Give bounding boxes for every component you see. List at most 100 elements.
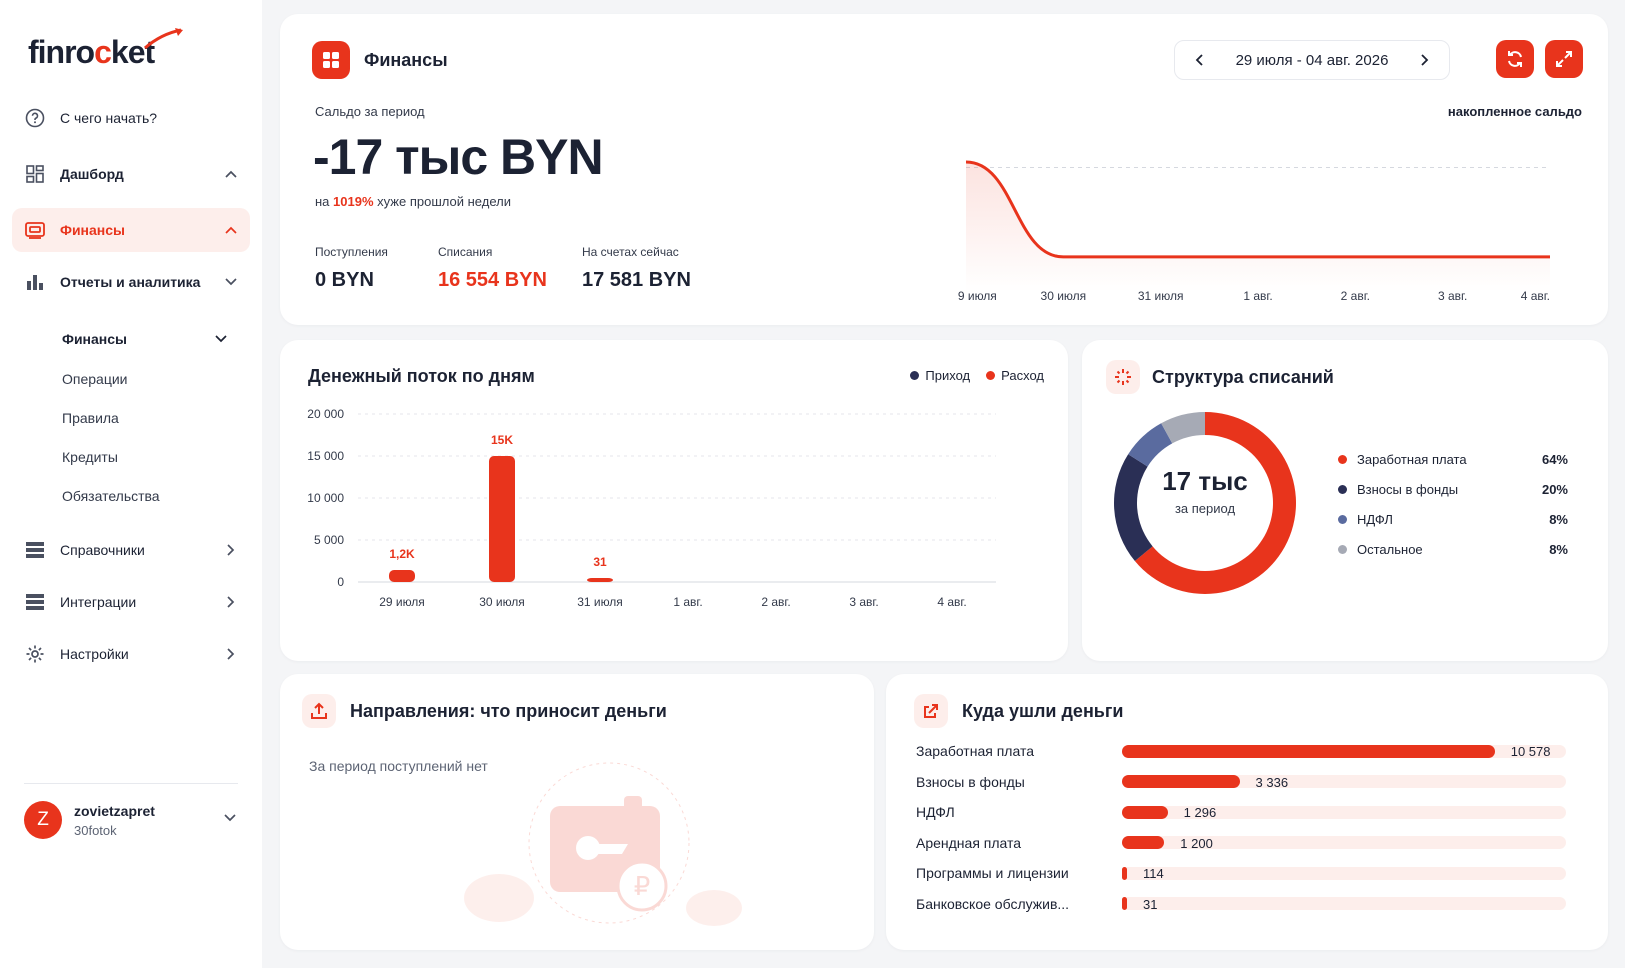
sidebar-item-dashboard[interactable]: Дашборд — [12, 152, 250, 196]
divider — [24, 783, 238, 784]
period-text: 29 июля - 04 авг. 2026 — [1235, 51, 1389, 69]
subnav-label: Обязательства — [62, 488, 160, 504]
legend-row: НДФЛ 8% — [1338, 504, 1568, 534]
legend-row: Взносы в фонды 20% — [1338, 474, 1568, 504]
sidebar-item-finance[interactable]: Финансы — [12, 208, 250, 252]
expense-row[interactable]: Банковское обслужив... 31 — [916, 889, 1586, 920]
bar-value: 1 296 — [1183, 805, 1217, 820]
legend-dot — [1338, 454, 1347, 464]
stat-income: Поступления 0 BYN — [315, 245, 388, 292]
chevron-left-icon[interactable] — [1189, 50, 1209, 70]
arrow-out-icon — [914, 694, 948, 728]
cumulative-line-chart: 29 июля 30 июля 31 июля 1 авг. 2 авг. 3 авг. 4… — [958, 160, 1550, 303]
stat-label: На счетах сейчас — [582, 245, 679, 259]
card-header: Финансы — [312, 41, 448, 79]
card-title: Куда ушли деньги — [962, 700, 1124, 721]
subnav-label: Операции — [62, 371, 128, 387]
sidebar-item-label: Финансы — [60, 222, 125, 238]
bar-track — [1122, 897, 1566, 911]
expense-row[interactable]: НДФЛ 1 296 — [916, 797, 1586, 828]
expand-button[interactable] — [1545, 40, 1583, 78]
card-header: Направления: что приносит деньги — [302, 694, 667, 728]
sidebar-item-integrations[interactable]: Интеграции — [12, 580, 250, 624]
user-menu[interactable]: Z zovietzapret 30fotok — [24, 796, 244, 844]
stat-value: 16 554 BYN — [438, 269, 547, 291]
cumulative-label: накопленное сальдо — [1447, 104, 1582, 119]
x-tick-label: 30 июля — [479, 595, 525, 609]
refresh-button[interactable] — [1496, 40, 1534, 78]
x-tick-label: 1 авг. — [673, 595, 702, 609]
legend-dot — [1338, 484, 1347, 494]
bar-value: 10 578 — [1510, 744, 1551, 759]
bar-value: 31 — [1143, 896, 1158, 912]
x-tick-label: 31 июля — [577, 595, 623, 609]
subnav-obligations[interactable]: Обязательства — [12, 479, 250, 513]
legend-percent: 64% — [1541, 451, 1568, 467]
chevron-right-icon[interactable] — [1415, 50, 1435, 70]
x-tick-label: 29 июля — [379, 595, 425, 609]
sidebar-item-directories[interactable]: Справочники — [12, 528, 250, 572]
dashboard-grid-icon — [312, 41, 350, 79]
structure-card: Структура списаний 17 тыс за период Зара… — [1082, 340, 1608, 661]
expense-row[interactable]: Арендная плата 1 200 — [916, 828, 1586, 859]
donut-center-value: 17 тыс — [1162, 466, 1248, 496]
expand-icon — [1556, 51, 1572, 67]
cmp-percent: 1019% — [333, 194, 374, 209]
x-tick-label: 30 июля — [1041, 289, 1087, 303]
wallet-icon — [24, 219, 46, 241]
period-selector[interactable]: 29 июля - 04 авг. 2026 — [1174, 40, 1450, 80]
subnav-operations[interactable]: Операции — [12, 362, 250, 396]
grid-icon — [24, 163, 46, 185]
expense-bar — [587, 578, 613, 582]
legend-label: Взносы в фонды — [1357, 481, 1459, 497]
legend-dot — [986, 371, 996, 380]
legend-dot — [910, 371, 920, 380]
bar-value: 1 200 — [1180, 835, 1213, 851]
x-tick-label: 31 июля — [1138, 289, 1184, 303]
chevron-down-icon — [210, 328, 232, 350]
y-tick-label: 0 — [337, 575, 344, 589]
expense-category: Взносы в фонды — [916, 773, 1025, 790]
sidebar-item-label: Отчеты и аналитика — [60, 274, 201, 290]
subnav-finance[interactable]: Финансы — [12, 322, 250, 356]
expense-row[interactable]: Взносы в фонды 3 336 — [916, 767, 1586, 798]
legend-label: Заработная плата — [1357, 451, 1467, 467]
sidebar-item-reports[interactable]: Отчеты и аналитика — [12, 260, 250, 304]
legend-dot — [1338, 514, 1347, 524]
sidebar-item-settings[interactable]: Настройки — [12, 632, 250, 676]
bar-fill — [1122, 836, 1165, 850]
legend-label: НДФЛ — [1357, 511, 1393, 527]
cumulative-line — [965, 160, 1550, 259]
y-tick-label: 10 000 — [307, 491, 344, 505]
expense-category: Банковское обслужив... — [916, 895, 1070, 912]
sidebar-item-label: Интеграции — [60, 594, 137, 610]
subnav-rules[interactable]: Правила — [12, 401, 250, 435]
expense-row[interactable]: Заработная плата 10 578 — [916, 736, 1586, 767]
stat-label: Списания — [438, 245, 493, 259]
sidebar-item-start[interactable]: С чего начать? — [12, 96, 250, 140]
y-tick-label: 15 000 — [307, 449, 344, 463]
structure-legend: Заработная плата 64% Взносы в фонды 20% НДФЛ… — [1338, 444, 1568, 564]
expense-row[interactable]: Программы и лицензии 114 — [916, 858, 1586, 889]
x-tick-label: 2 авг. — [761, 595, 790, 609]
finrocket-logo[interactable]: finrocket — [28, 28, 183, 71]
bar-track — [1122, 805, 1566, 819]
bar-track — [1122, 836, 1566, 850]
expense-category: Программы и лицензии — [916, 865, 1069, 882]
donut-center: 17 тыс за период — [1140, 466, 1270, 516]
donut-slice — [1128, 423, 1173, 467]
chart-legend: Приход Расход — [894, 368, 1044, 383]
chevron-right-icon — [220, 591, 242, 613]
saldo-label: Сальдо за период — [315, 104, 425, 119]
chevron-up-icon — [220, 163, 242, 185]
x-tick-label: 4 авг. — [937, 595, 966, 609]
empty-wallet-illustration-icon: ₽ — [464, 762, 742, 926]
subnav-credits[interactable]: Кредиты — [12, 440, 250, 474]
chevron-right-icon — [220, 539, 242, 561]
bar-value: 3 336 — [1255, 774, 1289, 790]
donut-center-label: за период — [1174, 501, 1236, 516]
finance-summary-card: Финансы 29 июля - 04 авг. 2026 Сальдо за… — [280, 14, 1608, 325]
legend-percent: 20% — [1541, 481, 1568, 497]
x-tick-label: 2 авг. — [1341, 289, 1370, 303]
bar-value: 114 — [1143, 866, 1164, 881]
